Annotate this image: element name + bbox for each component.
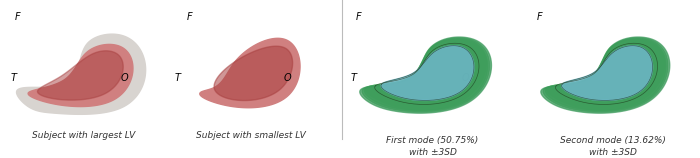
Polygon shape xyxy=(362,38,489,112)
Text: F: F xyxy=(15,12,20,22)
Polygon shape xyxy=(381,46,474,100)
Text: T: T xyxy=(10,73,16,83)
Text: Second mode (13.62%)
with ±3SD: Second mode (13.62%) with ±3SD xyxy=(559,136,666,157)
Polygon shape xyxy=(549,41,663,109)
Polygon shape xyxy=(368,41,484,109)
Polygon shape xyxy=(17,34,146,114)
Text: O: O xyxy=(120,73,128,83)
Text: Subject with largest LV: Subject with largest LV xyxy=(32,131,136,140)
Polygon shape xyxy=(214,46,293,100)
Polygon shape xyxy=(365,40,486,110)
Polygon shape xyxy=(365,39,488,110)
Polygon shape xyxy=(541,37,670,113)
Polygon shape xyxy=(543,38,668,112)
Text: T: T xyxy=(175,73,181,83)
Text: F: F xyxy=(537,12,542,22)
Text: O: O xyxy=(461,73,469,83)
Polygon shape xyxy=(561,46,652,100)
Text: First mode (50.75%)
with ±3SD: First mode (50.75%) with ±3SD xyxy=(386,136,479,157)
Text: Subject with smallest LV: Subject with smallest LV xyxy=(196,131,305,140)
Text: O: O xyxy=(284,73,291,83)
Polygon shape xyxy=(360,37,491,113)
Polygon shape xyxy=(28,44,133,106)
Polygon shape xyxy=(199,38,300,108)
Text: F: F xyxy=(356,12,361,22)
Polygon shape xyxy=(547,40,664,110)
Polygon shape xyxy=(545,39,666,110)
Text: T: T xyxy=(351,73,356,83)
Polygon shape xyxy=(38,51,123,100)
Text: F: F xyxy=(187,12,192,22)
